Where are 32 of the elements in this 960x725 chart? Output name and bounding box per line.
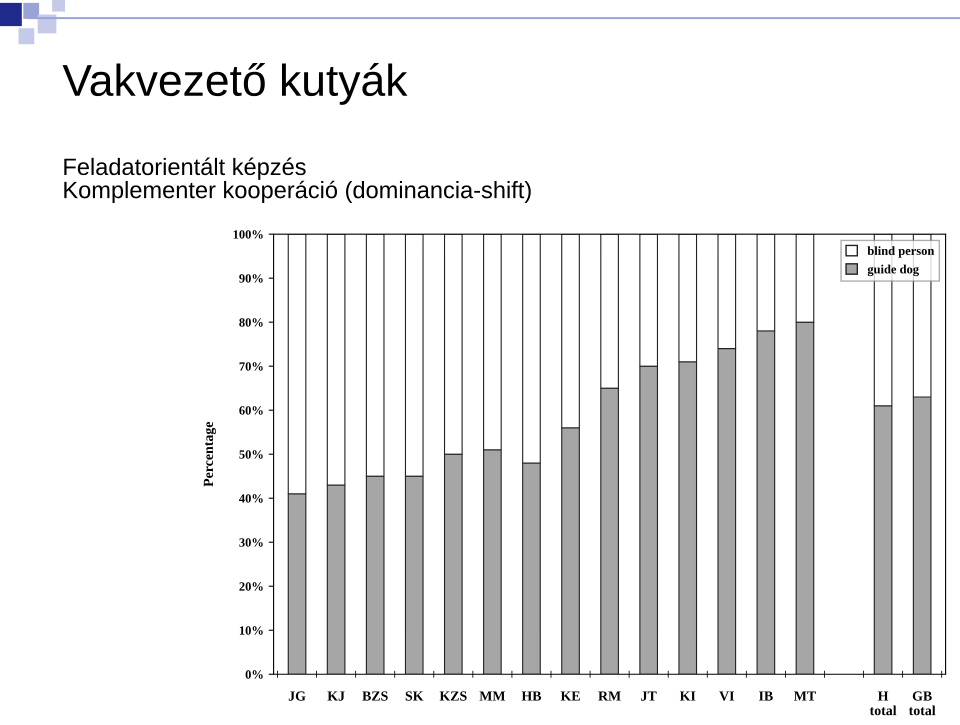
y-tick-label: 60% (239, 406, 263, 415)
x-tick-label: IB (759, 691, 773, 701)
y-tick-label: 40% (239, 494, 263, 503)
x-tick-label: SK (406, 691, 424, 701)
y-axis-title: Percentage (204, 422, 216, 487)
legend-label: blind person (867, 246, 934, 258)
x-tick-label: JT (641, 691, 657, 701)
y-tick-label: 80% (239, 318, 263, 327)
x-tick-label: RM (598, 691, 621, 701)
y-tick-label: 20% (239, 582, 263, 591)
y-tick-label: 50% (239, 450, 263, 459)
y-tick-label: 0% (246, 670, 263, 679)
x-tick-label: MT (794, 691, 816, 701)
x-tick-label: BZS (362, 691, 388, 701)
x-tick-label: KZS (440, 691, 467, 701)
x-tick-label: GB total (908, 691, 936, 716)
x-tick-label: JG (288, 691, 306, 701)
x-tick-label: HB (522, 691, 542, 701)
y-tick-label: 30% (239, 538, 263, 547)
x-tick-label: KE (560, 691, 580, 701)
y-tick-label: 100% (234, 230, 263, 239)
x-tick-label: H total (870, 691, 896, 716)
x-tick-label: MM (480, 691, 506, 701)
x-tick-label: KI (680, 691, 696, 701)
x-tick-label: VI (719, 691, 734, 701)
y-tick-label: 70% (240, 362, 263, 371)
y-tick-label: 90% (239, 274, 263, 283)
chart-title: Vakvezető kutyák (62, 62, 408, 105)
chart-subtitle: Feladatorientált képzés Komplementer kooperáció (dominancia-shift) (64, 158, 531, 203)
x-tick-label: KJ (327, 691, 345, 701)
legend-label: guide dog (868, 264, 919, 276)
y-tick-label: 10% (240, 626, 263, 635)
